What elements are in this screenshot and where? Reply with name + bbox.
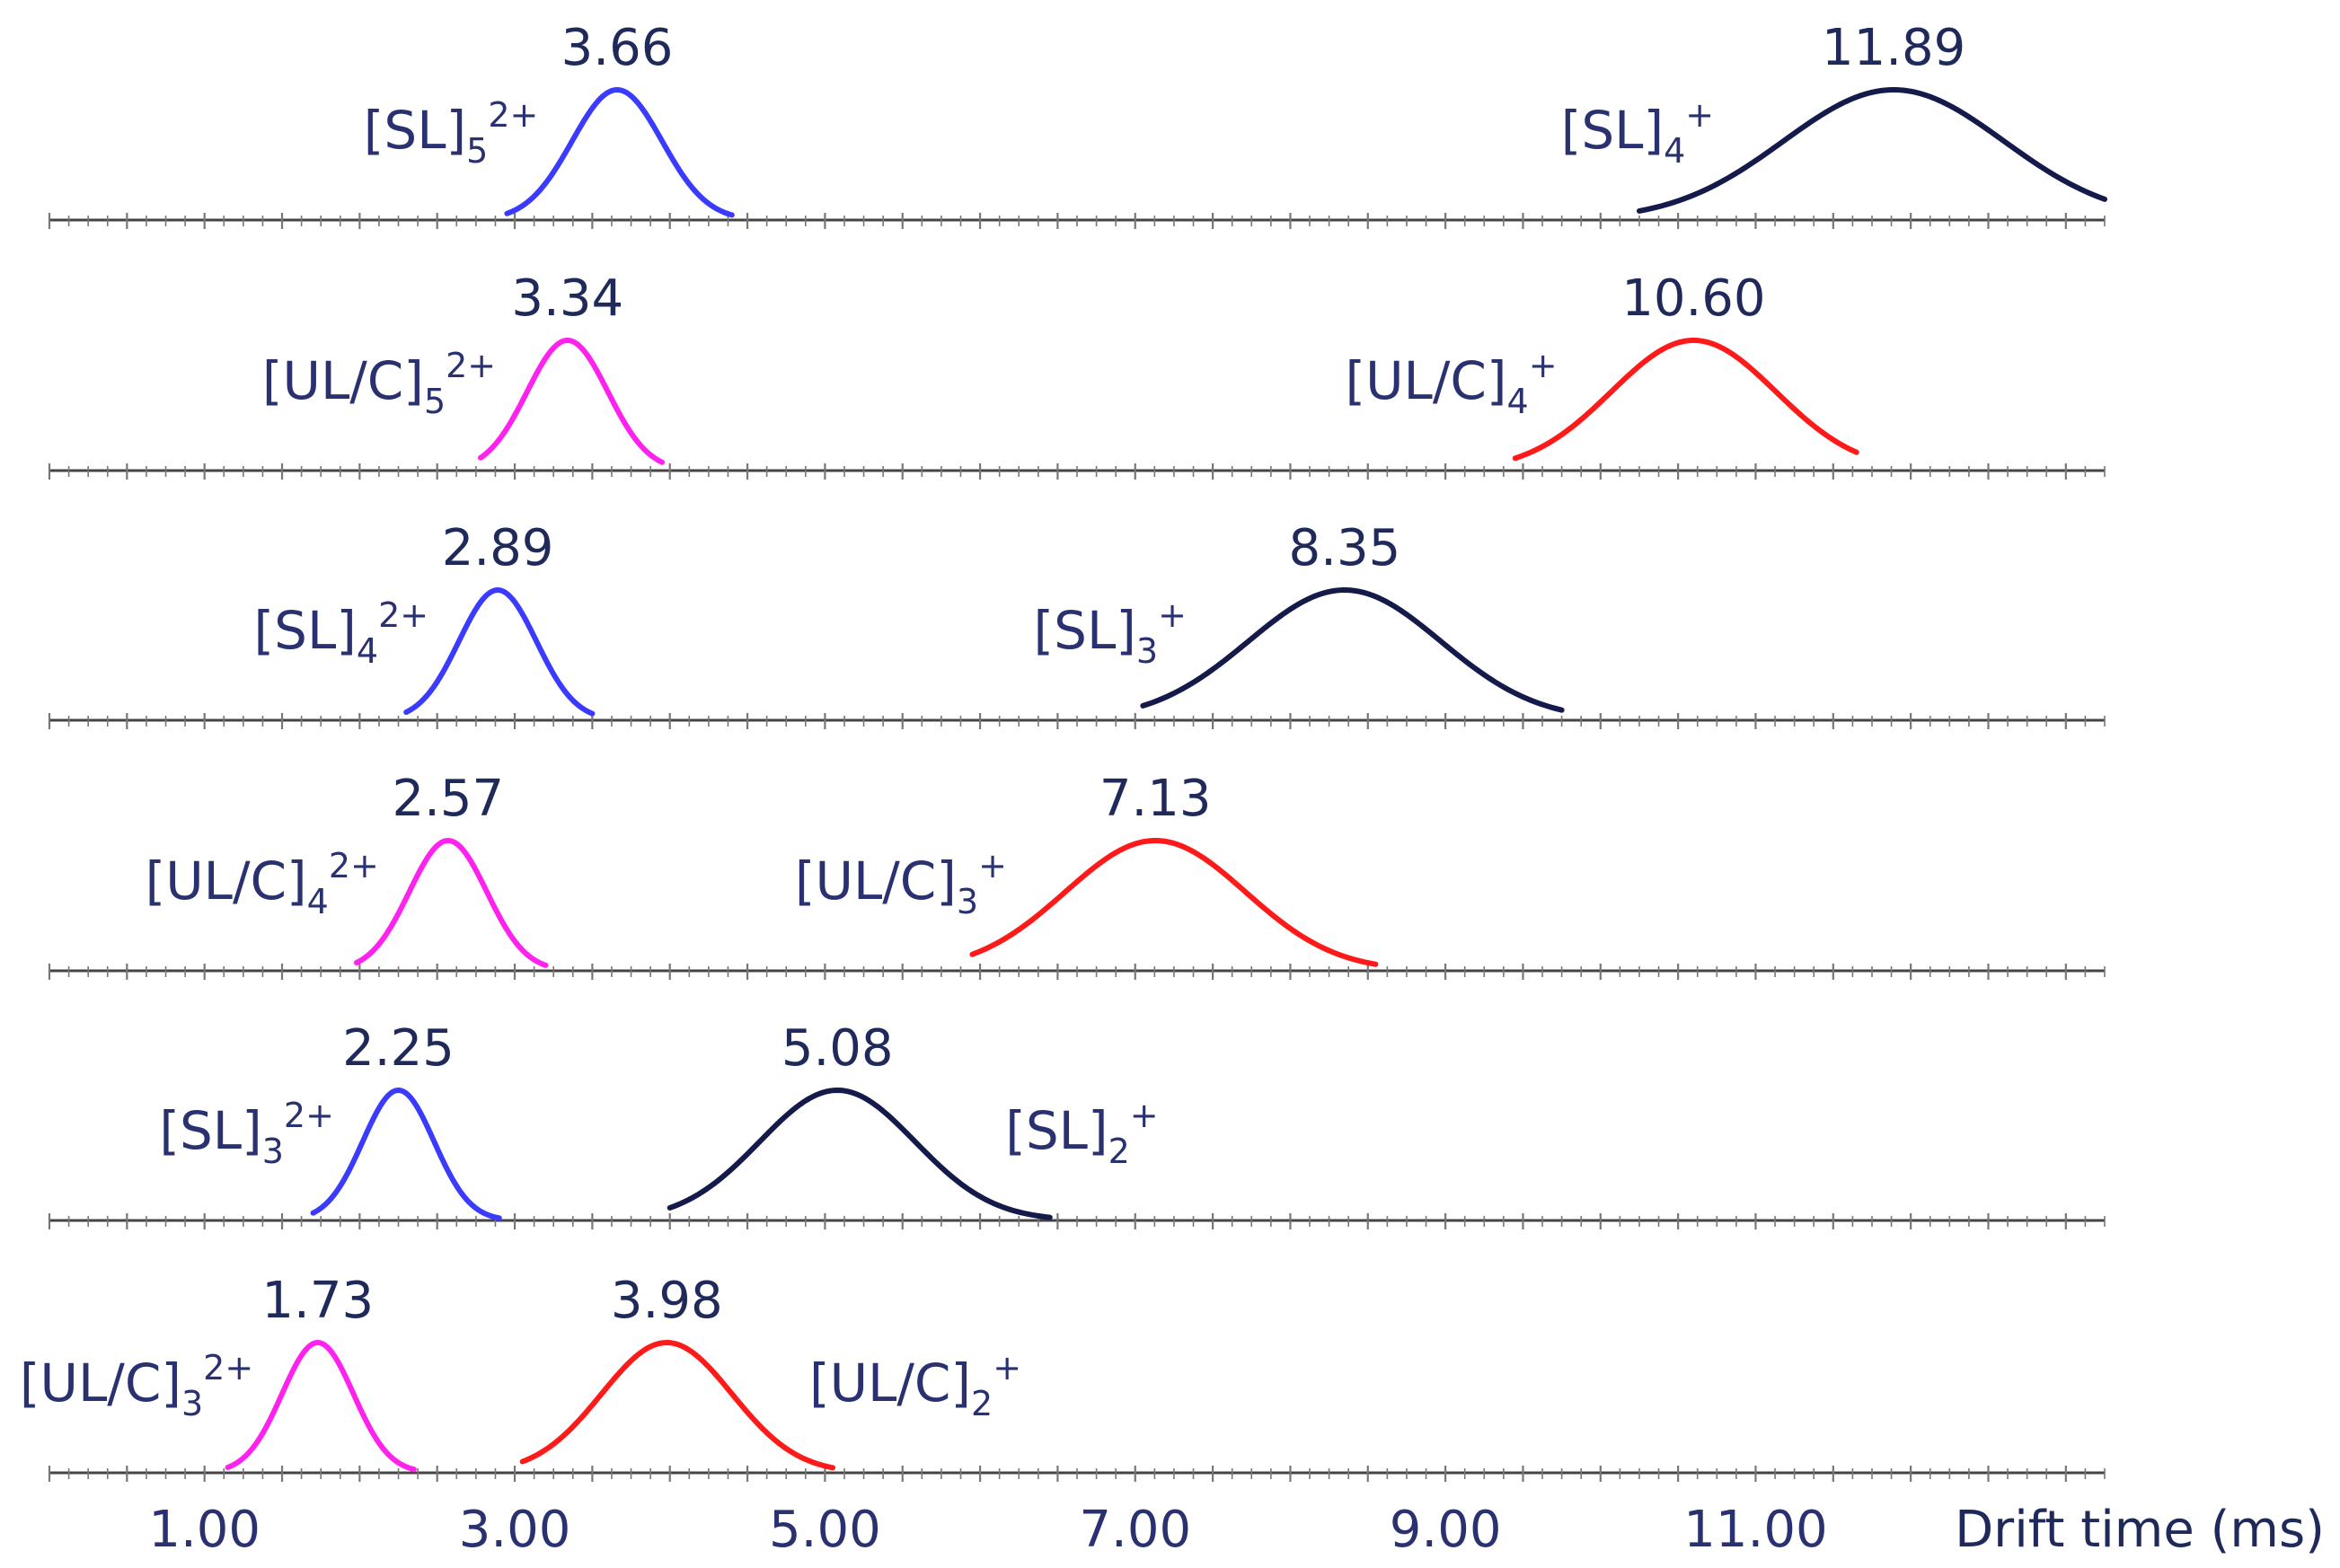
ion-label-main: [UL/C] xyxy=(262,350,424,411)
peak-curve xyxy=(1140,587,1565,713)
ion-label-main: [SL] xyxy=(1034,600,1136,661)
ion-label-main: [UL/C] xyxy=(1345,350,1506,411)
ion-label-sub: 2 xyxy=(971,1384,993,1423)
x-tick-label: 3.00 xyxy=(459,1501,571,1559)
ion-label-sub: 3 xyxy=(957,882,978,921)
peak-value-label: 8.35 xyxy=(1289,519,1401,577)
ion-label-sup: 2+ xyxy=(488,95,538,135)
ion-label-sup: 2+ xyxy=(446,346,496,385)
ion-label-main: [SL] xyxy=(254,600,357,661)
ion-label: [SL]32+ xyxy=(159,1096,334,1171)
ion-label-main: [SL] xyxy=(159,1100,261,1161)
peak-curve xyxy=(1512,338,1859,462)
ion-label-sub: 2 xyxy=(1108,1132,1130,1171)
peak-curve xyxy=(478,338,666,465)
row-ticks xyxy=(48,463,2106,480)
x-tick-label: 11.00 xyxy=(1683,1501,1827,1559)
x-tick-label: 9.00 xyxy=(1390,1501,1502,1559)
peak-value-label: 2.89 xyxy=(442,519,554,577)
ion-label: [SL]52+ xyxy=(364,95,539,171)
peak-curve xyxy=(519,1340,836,1471)
ion-label-sub: 3 xyxy=(262,1132,284,1171)
ion-label: [UL/C]2+ xyxy=(809,1348,1021,1423)
ion-label-sub: 4 xyxy=(1664,131,1685,171)
peak-value-label: 7.13 xyxy=(1099,770,1212,828)
ion-label-main: [SL] xyxy=(1005,1100,1108,1161)
ion-label-main: [SL] xyxy=(1561,100,1664,161)
peak-curve xyxy=(969,838,1379,967)
ion-label-sup: + xyxy=(1685,95,1714,135)
peak-value-label: 5.08 xyxy=(781,1019,894,1078)
peak-curve xyxy=(310,1088,502,1221)
row-ticks xyxy=(48,213,2106,229)
row-ticks xyxy=(48,713,2106,729)
peak-curve xyxy=(353,838,549,968)
peak-curve xyxy=(403,587,596,717)
peak-curve xyxy=(225,1340,417,1473)
x-tick-label: 7.00 xyxy=(1079,1501,1191,1559)
ion-label-sub: 3 xyxy=(1136,631,1158,671)
ion-label-sup: 2+ xyxy=(378,595,428,635)
ion-label-sup: + xyxy=(1529,346,1558,385)
row-ticks xyxy=(48,1213,2106,1229)
peak-value-label: 11.89 xyxy=(1822,19,1965,77)
peak-curve xyxy=(667,1088,1053,1220)
ion-label: [SL]2+ xyxy=(1005,1096,1158,1171)
peak-value-label: 10.60 xyxy=(1621,269,1765,328)
peak-value-label: 2.25 xyxy=(342,1019,455,1078)
ion-label-sup: + xyxy=(1158,595,1187,635)
ion-label-sub: 5 xyxy=(424,382,446,421)
ion-label-main: [UL/C] xyxy=(809,1352,971,1414)
ion-label: [UL/C]3+ xyxy=(795,846,1007,921)
x-tick-label: 5.00 xyxy=(769,1501,881,1559)
chart-row: 3.34[UL/C]52+10.60[UL/C]4+ xyxy=(48,269,2106,480)
ion-label: [SL]4+ xyxy=(1561,95,1714,171)
peak-value-label: 2.57 xyxy=(392,770,504,828)
ion-label-sub: 4 xyxy=(307,882,329,921)
row-ticks xyxy=(48,964,2106,980)
ion-label: [UL/C]52+ xyxy=(262,346,496,421)
x-tick-label: 1.00 xyxy=(148,1501,260,1559)
chart-row: 1.73[UL/C]32+3.98[UL/C]2+ xyxy=(20,1272,2106,1482)
ion-label-sup: + xyxy=(978,846,1007,885)
ion-label-sup: 2+ xyxy=(203,1348,253,1387)
ion-label-sub: 3 xyxy=(181,1384,203,1423)
ion-label: [UL/C]32+ xyxy=(20,1348,253,1423)
chart-row: 2.25[SL]32+5.08[SL]2+ xyxy=(48,1019,2106,1229)
ion-label-sup: 2+ xyxy=(329,846,379,885)
ion-label: [SL]3+ xyxy=(1034,595,1187,671)
ion-label-main: [UL/C] xyxy=(20,1352,181,1414)
peak-value-label: 3.66 xyxy=(561,19,674,77)
peak-curve xyxy=(504,87,735,218)
peak-value-label: 3.34 xyxy=(511,269,623,328)
chart-row: 2.89[SL]42+8.35[SL]3+ xyxy=(48,519,2106,729)
ion-label-sub: 4 xyxy=(1507,382,1529,421)
chart-row: 2.57[UL/C]42+7.13[UL/C]3+ xyxy=(48,770,2106,980)
ion-label-main: [UL/C] xyxy=(795,850,957,912)
ion-label-main: [SL] xyxy=(364,100,466,161)
ion-label: [UL/C]4+ xyxy=(1345,346,1557,421)
ion-label-main: [UL/C] xyxy=(146,850,307,912)
ion-label-sub: 4 xyxy=(357,631,378,671)
x-axis-title: Drift time (ms) xyxy=(1955,1501,2325,1559)
ion-label: [UL/C]42+ xyxy=(146,846,379,921)
peak-value-label: 3.98 xyxy=(611,1272,723,1330)
ion-label-sup: + xyxy=(993,1348,1021,1387)
ion-label-sup: 2+ xyxy=(284,1096,334,1135)
ion-label: [SL]42+ xyxy=(254,595,429,671)
peak-value-label: 1.73 xyxy=(261,1272,374,1330)
row-layer: 3.66[SL]52+11.89[SL]4+3.34[UL/C]52+10.60… xyxy=(20,19,2107,1482)
row-ticks xyxy=(48,1466,2106,1482)
chart-row: 3.66[SL]52+11.89[SL]4+ xyxy=(48,19,2107,229)
ion-label-sub: 5 xyxy=(466,131,488,171)
peak-curve xyxy=(1636,87,2107,214)
ion-label-sup: + xyxy=(1130,1096,1159,1135)
x-axis: 1.00 3.00 5.00 7.00 9.00 11.00 Drift time (ms) xyxy=(148,1501,2325,1559)
